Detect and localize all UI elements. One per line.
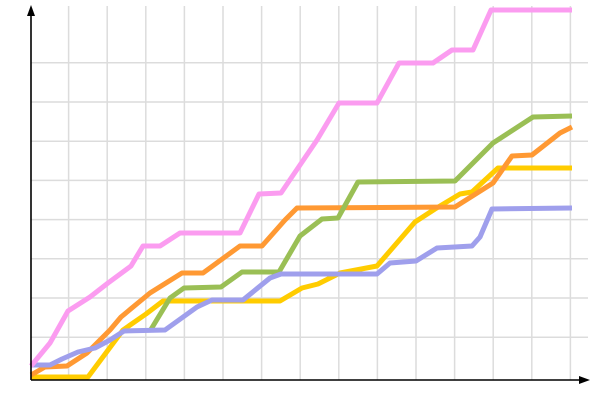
gridlines: [31, 6, 588, 380]
series-periwinkle-line: [31, 205, 573, 368]
y-axis-arrow-icon: [27, 5, 35, 16]
series-green-line: [147, 113, 573, 333]
series-orange-line: [29, 124, 574, 378]
series-gold-line: [31, 165, 572, 380]
axes: [30, 10, 584, 381]
x-axis-arrow-icon: [579, 376, 590, 384]
series-pink-line: [29, 7, 572, 368]
